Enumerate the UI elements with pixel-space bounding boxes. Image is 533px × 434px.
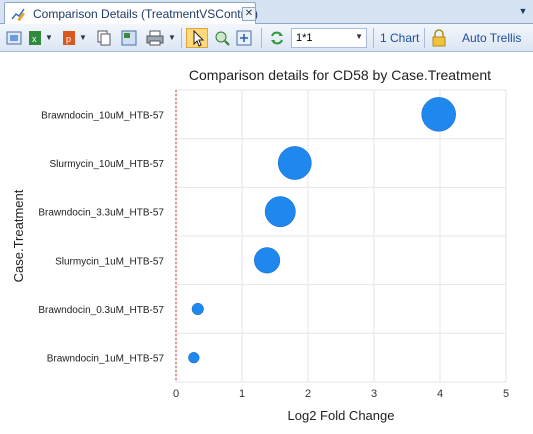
- chevron-down-icon: ▼: [79, 33, 87, 42]
- data-point[interactable]: [254, 247, 281, 274]
- refresh-icon: [268, 28, 286, 48]
- powerpoint-icon: p: [61, 28, 77, 48]
- export-excel-button[interactable]: x: [27, 28, 43, 48]
- x-tick-label: 0: [173, 388, 179, 400]
- chevron-down-icon: ▼: [45, 33, 53, 42]
- export-powerpoint-button[interactable]: p: [61, 28, 77, 48]
- excel-icon: x: [27, 28, 43, 48]
- toolbar-separator: [424, 28, 425, 48]
- x-tick-label: 1: [239, 388, 245, 400]
- tab-comparison-details[interactable]: Comparison Details (TreatmentVSControl) …: [4, 2, 258, 24]
- tab-strip: Comparison Details (TreatmentVSControl) …: [0, 0, 533, 24]
- chart-title: Comparison details for CD58 by Case.Trea…: [189, 67, 491, 83]
- data-point[interactable]: [191, 302, 204, 316]
- printer-icon: [146, 28, 164, 48]
- refresh-button[interactable]: [268, 28, 286, 48]
- y-tick-label: Slurmycin_1uM_HTB-57: [55, 256, 164, 267]
- fit-chart-icon: [5, 28, 23, 48]
- lock-icon: [431, 28, 447, 48]
- x-tick-label: 4: [437, 388, 443, 400]
- y-axis-label: Case.Treatment: [11, 189, 26, 282]
- chevron-down-icon: ▼: [355, 32, 363, 41]
- pointer-tool-button[interactable]: [186, 28, 208, 48]
- x-tick-label: 3: [371, 388, 377, 400]
- print-dropdown[interactable]: ▼: [168, 28, 176, 48]
- copy-icon: [96, 28, 112, 48]
- x-tick-label: 5: [503, 388, 509, 400]
- chevron-down-icon[interactable]: ▼: [518, 6, 528, 16]
- y-tick-label: Slurmycin_10uM_HTB-57: [50, 159, 165, 170]
- x-tick-label: 2: [305, 388, 311, 400]
- fit-to-window-button[interactable]: [235, 28, 253, 48]
- toolbar: x ▼ p ▼ ▼: [0, 24, 533, 52]
- save-image-button[interactable]: [120, 28, 138, 48]
- data-point[interactable]: [277, 146, 312, 180]
- close-icon[interactable]: ✕: [242, 7, 256, 21]
- excel-dropdown[interactable]: ▼: [45, 28, 53, 48]
- fit-window-icon: [235, 28, 253, 48]
- data-point[interactable]: [264, 196, 296, 228]
- y-tick-label: Brawndocin_1uM_HTB-57: [47, 354, 165, 365]
- data-point[interactable]: [421, 97, 456, 132]
- data-points: [188, 97, 456, 364]
- layout-select[interactable]: 1*1 ▼: [291, 28, 367, 48]
- zoom-tool-button[interactable]: [213, 28, 231, 48]
- y-tick-label: Brawndocin_3.3uM_HTB-57: [38, 208, 164, 219]
- zoom-icon: [213, 28, 231, 48]
- scatter-chart: Comparison details for CD58 by Case.Trea…: [11, 67, 509, 423]
- chart-area: Comparison details for CD58 by Case.Trea…: [0, 52, 533, 429]
- svg-text:x: x: [32, 34, 37, 44]
- data-point[interactable]: [188, 352, 200, 364]
- image-icon: [120, 28, 138, 48]
- pointer-icon: [187, 29, 207, 47]
- copy-button[interactable]: [96, 28, 112, 48]
- y-axis-labels: Brawndocin_10uM_HTB-57 Slurmycin_10uM_HTB…: [38, 110, 164, 364]
- fit-chart-button[interactable]: [5, 28, 23, 48]
- y-tick-label: Brawndocin_0.3uM_HTB-57: [38, 305, 164, 316]
- svg-text:p: p: [66, 34, 71, 44]
- tab-title: Comparison Details (TreatmentVSControl): [33, 7, 258, 21]
- grid-lines: [176, 89, 507, 383]
- chart-pencil-icon: [11, 6, 27, 22]
- x-axis-label: Log2 Fold Change: [288, 408, 395, 423]
- auto-trellis-button[interactable]: Auto Trellis: [462, 31, 522, 45]
- print-button[interactable]: [146, 28, 164, 48]
- toolbar-separator: [373, 28, 374, 48]
- chart-count-button[interactable]: 1 Chart: [380, 31, 420, 45]
- y-tick-label: Brawndocin_10uM_HTB-57: [41, 110, 164, 121]
- toolbar-separator: [261, 28, 262, 48]
- powerpoint-dropdown[interactable]: ▼: [79, 28, 87, 48]
- lock-button[interactable]: [431, 28, 447, 48]
- layout-select-value: 1*1: [296, 32, 313, 44]
- x-axis-ticks: 0 1 2 3 4 5: [173, 388, 509, 400]
- toolbar-separator: [181, 28, 182, 48]
- chevron-down-icon: ▼: [168, 33, 176, 42]
